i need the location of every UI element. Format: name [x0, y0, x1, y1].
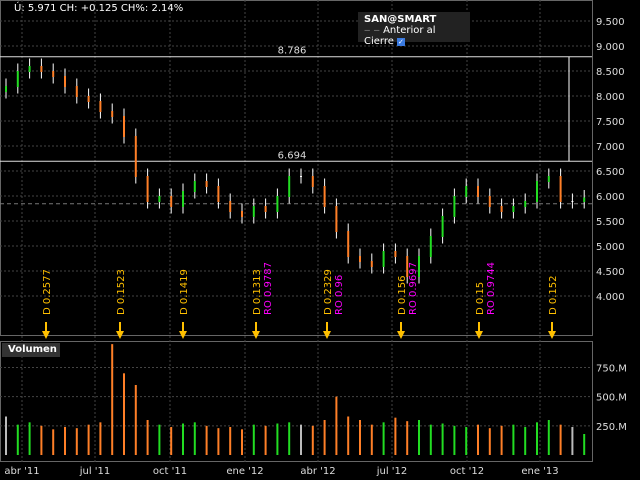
x-tick-label: ene '13	[521, 466, 558, 477]
x-tick-label: oct '11	[153, 466, 187, 477]
dashed-line-icon: ‒ ‒	[364, 25, 384, 36]
dividend-arrow-icon	[252, 331, 260, 339]
dividend-label: D 0.152	[548, 275, 559, 315]
price-panel-frame	[0, 0, 593, 336]
x-tick-label: abr '11	[4, 466, 39, 477]
dividend-arrow-icon	[116, 331, 124, 339]
dividend-label: D 0.1419	[179, 269, 190, 315]
y-tick-label: 7.000	[596, 142, 625, 153]
volume-tick-label: 750.M	[596, 363, 627, 374]
dividend-arrow-icon	[397, 331, 405, 339]
dividend-label: D 0.2329	[323, 269, 334, 315]
y-tick-label: 6.000	[596, 192, 625, 203]
volume-tick-label: 250.M	[596, 422, 627, 433]
dividend-label: D 0.2577	[42, 269, 53, 315]
y-tick-label: 7.500	[596, 117, 625, 128]
y-tick-label: 9.500	[596, 17, 625, 28]
dividend-label: D 0.1523	[116, 269, 127, 315]
rights-offering-label: RO 0.9787	[263, 262, 274, 315]
legend: SAN@SMART ‒ ‒ Anterior al Cierre ✓	[358, 12, 470, 47]
rights-offering-label: RO 0.9744	[486, 262, 497, 315]
reference-line-label: 8.786	[278, 46, 307, 57]
previous-close-checkbox[interactable]: ✓	[396, 38, 405, 46]
volume-tick-label: 500.M	[596, 393, 627, 404]
x-tick-label: jul '12	[376, 466, 408, 477]
dividend-arrow-icon	[179, 331, 187, 339]
y-tick-label: 9.000	[596, 42, 625, 53]
legend-symbol: SAN@SMART	[364, 14, 437, 25]
quote-readout: Ú: 5.971 CH: +0.125 CH%: 2.14%	[14, 3, 184, 14]
dividend-label: D 0.15	[475, 282, 486, 315]
y-tick-label: 4.000	[596, 292, 625, 303]
y-tick-label: 5.500	[596, 217, 625, 228]
dividend-arrow-icon	[42, 331, 50, 339]
volume-panel-label: Volumen	[2, 343, 60, 357]
dividend-label: D 0.156	[397, 275, 408, 315]
dividend-label: D 0.1313	[252, 269, 263, 315]
legend-line-label: Anterior al Cierre	[364, 25, 436, 47]
volume-panel-frame	[0, 341, 593, 462]
dividend-arrow-icon	[548, 331, 556, 339]
y-tick-label: 5.000	[596, 242, 625, 253]
x-tick-label: jul '11	[79, 466, 111, 477]
x-tick-label: abr '12	[300, 466, 335, 477]
y-tick-label: 8.500	[596, 67, 625, 78]
y-tick-label: 6.500	[596, 167, 625, 178]
rights-offering-label: RO 0.9697	[408, 262, 419, 315]
x-tick-label: ene '12	[226, 466, 263, 477]
rights-offering-label: RO 0.96	[334, 275, 345, 315]
reference-line-label: 6.694	[278, 150, 307, 161]
x-tick-label: oct '12	[450, 466, 484, 477]
dividend-arrow-icon	[475, 331, 483, 339]
y-tick-label: 8.000	[596, 92, 625, 103]
dividend-arrow-icon	[323, 331, 331, 339]
y-tick-label: 4.500	[596, 267, 625, 278]
